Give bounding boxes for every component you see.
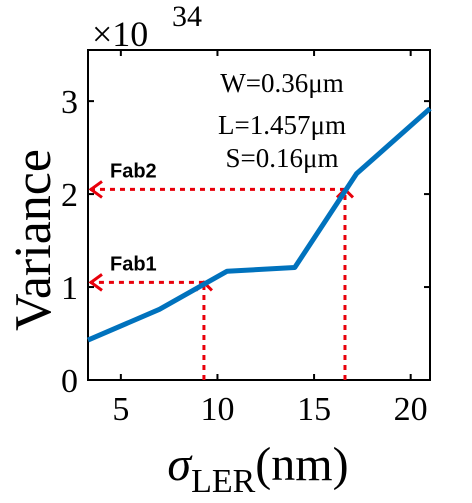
x-tick-label: 15: [297, 391, 331, 428]
annotation-line-width: W=0.36μm: [220, 68, 343, 98]
fab-markers: Fab1 Fab2: [88, 160, 355, 380]
y-axis-label: Variance: [5, 149, 62, 331]
x-tick-label: 20: [394, 391, 428, 428]
x-tick-label: 5: [112, 391, 129, 428]
y-tick-label: 1: [61, 270, 78, 307]
annotation-line-length: L=1.457μm: [218, 110, 346, 140]
fab-marker-label: Fab2: [110, 160, 157, 182]
x-axis-label-unit: (nm): [255, 438, 348, 491]
x-tick-label: 10: [200, 391, 234, 428]
axis-ticks: 5 10 15 20 0 1 2 3: [61, 50, 430, 428]
annotation-line-spacing: S=0.16μm: [226, 143, 339, 173]
guide-arrowhead-left: [88, 180, 103, 199]
y-tick-label: 0: [61, 363, 78, 400]
guide-arrowhead-left: [88, 273, 103, 292]
x-axis-label: σLER(nm): [167, 438, 348, 500]
y-exponent-label: ×10: [92, 14, 148, 54]
series-layer: [87, 106, 432, 343]
plot-area-frame: [87, 49, 431, 381]
y-tick-label: 3: [61, 84, 78, 121]
y-tick-label: 2: [61, 177, 78, 214]
y-exponent-power: 34: [172, 0, 202, 33]
x-axis-label-subscript: LER: [191, 463, 256, 500]
variance-series-line: [87, 106, 432, 343]
fab-marker-label: Fab1: [110, 253, 157, 275]
x-axis-label-symbol: σ: [167, 438, 193, 491]
